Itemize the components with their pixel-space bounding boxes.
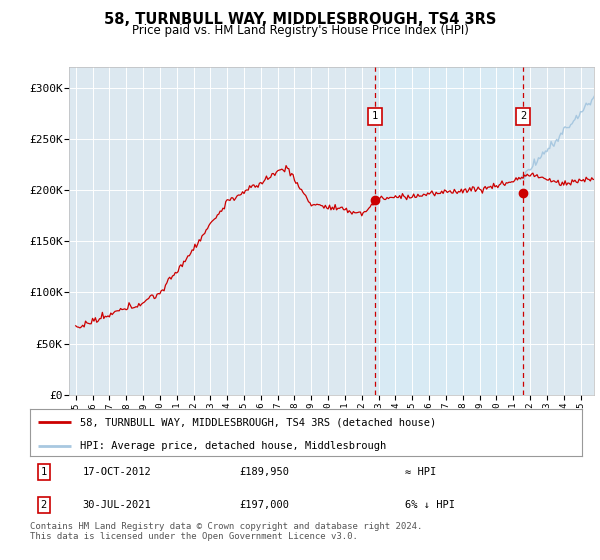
Text: 1: 1 xyxy=(372,111,378,122)
Text: ≈ HPI: ≈ HPI xyxy=(406,467,437,477)
Bar xyxy=(375,67,523,395)
Text: Price paid vs. HM Land Registry's House Price Index (HPI): Price paid vs. HM Land Registry's House … xyxy=(131,24,469,37)
Text: 1: 1 xyxy=(41,467,47,477)
Text: 58, TURNBULL WAY, MIDDLESBROUGH, TS4 3RS (detached house): 58, TURNBULL WAY, MIDDLESBROUGH, TS4 3RS… xyxy=(80,417,436,427)
Text: 30-JUL-2021: 30-JUL-2021 xyxy=(82,500,151,510)
Text: £189,950: £189,950 xyxy=(240,467,290,477)
Text: £197,000: £197,000 xyxy=(240,500,290,510)
Text: 2: 2 xyxy=(41,500,47,510)
Text: 17-OCT-2012: 17-OCT-2012 xyxy=(82,467,151,477)
Text: 6% ↓ HPI: 6% ↓ HPI xyxy=(406,500,455,510)
Text: Contains HM Land Registry data © Crown copyright and database right 2024.
This d: Contains HM Land Registry data © Crown c… xyxy=(30,522,422,542)
Text: 2: 2 xyxy=(520,111,526,122)
Text: HPI: Average price, detached house, Middlesbrough: HPI: Average price, detached house, Midd… xyxy=(80,441,386,451)
Text: 58, TURNBULL WAY, MIDDLESBROUGH, TS4 3RS: 58, TURNBULL WAY, MIDDLESBROUGH, TS4 3RS xyxy=(104,12,496,27)
